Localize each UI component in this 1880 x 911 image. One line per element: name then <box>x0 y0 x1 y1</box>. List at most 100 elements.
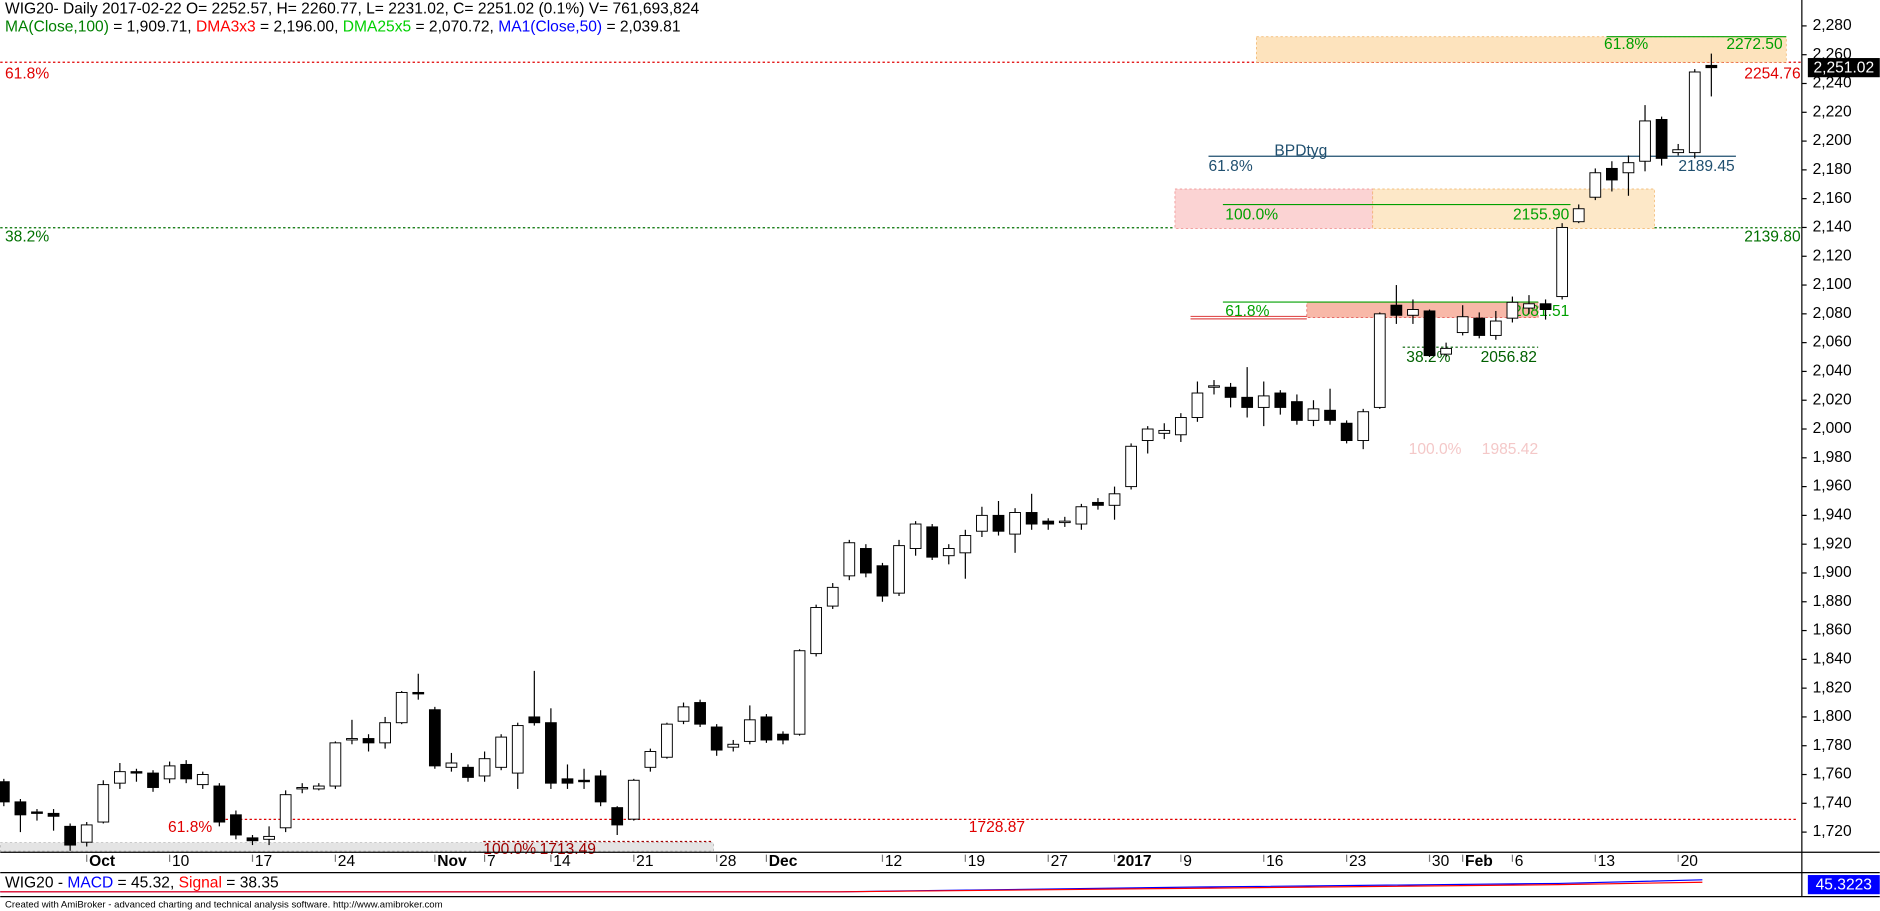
candle-body <box>495 736 508 768</box>
candle-body <box>1191 392 1204 418</box>
candle-body <box>230 814 242 836</box>
candle-body <box>942 548 955 557</box>
x-tick-label: 6 <box>1515 853 1524 870</box>
candle-body <box>362 738 375 744</box>
x-tick-label: 2017 <box>1117 853 1152 870</box>
level-price: 2155.90 <box>1513 206 1570 223</box>
y-tick-label: 1,840 <box>1813 650 1852 667</box>
candle-body <box>528 716 541 724</box>
y-tick-label: 1,820 <box>1813 679 1852 696</box>
x-tick-label: 21 <box>636 853 653 870</box>
legend-segment: = 2,070.72, <box>411 19 498 36</box>
candle-body <box>1042 520 1055 525</box>
legend-segment: DMA25x5 <box>343 19 412 36</box>
candle-body <box>113 771 126 784</box>
level-label: 61.8% <box>1209 158 1253 175</box>
candle-body <box>1606 167 1618 181</box>
x-tick-label: Oct <box>89 853 115 870</box>
x-tick-label: 17 <box>255 853 272 870</box>
candle-body <box>263 835 275 840</box>
candle-body <box>1473 317 1486 336</box>
candle-body <box>1324 409 1336 421</box>
level-label: 100.0% <box>1409 441 1462 458</box>
candle-body <box>1224 386 1237 398</box>
candle-body <box>1489 320 1502 336</box>
candle-body <box>677 706 690 722</box>
x-tick-label: Nov <box>437 853 467 870</box>
candle-body <box>1672 149 1685 154</box>
x-tick-label: Dec <box>769 853 798 870</box>
candle-body <box>1572 208 1585 223</box>
candle-body <box>147 772 159 788</box>
legend-segment: WIG20 - <box>5 875 67 892</box>
candle-body <box>1440 347 1452 355</box>
candle-body <box>279 794 292 829</box>
candle-body <box>793 650 806 735</box>
candle-body <box>578 779 590 783</box>
y-tick-label: 2,140 <box>1813 219 1852 236</box>
y-tick-label: 2,000 <box>1813 420 1852 437</box>
candle-body <box>196 774 209 786</box>
x-tick-label: 12 <box>885 853 902 870</box>
candle-body <box>1407 309 1419 316</box>
candle-body <box>329 742 342 787</box>
macd-value-box <box>1807 875 1880 895</box>
candle-body <box>694 702 706 725</box>
candle-body <box>1423 310 1436 357</box>
candle-body <box>1307 408 1320 421</box>
y-tick-label: 1,960 <box>1813 478 1852 495</box>
candle-body <box>1092 501 1104 506</box>
level-label: 100.0% <box>1225 206 1278 223</box>
candle-body <box>1705 64 1718 69</box>
y-tick-label: 1,720 <box>1813 823 1852 840</box>
candle-body <box>1158 429 1171 434</box>
y-tick-label: 2,120 <box>1813 247 1852 264</box>
candle-body <box>826 586 839 607</box>
y-tick-label: 1,900 <box>1813 564 1852 581</box>
candle-body <box>1589 172 1602 198</box>
candle-body <box>1506 301 1519 319</box>
level-name: BPDtyg <box>1274 143 1327 160</box>
candle-body <box>926 526 939 558</box>
level-zone <box>1256 36 1787 63</box>
y-tick-label: 2,100 <box>1813 276 1852 293</box>
candle-body <box>959 535 972 554</box>
x-tick-label: 20 <box>1681 853 1699 870</box>
candle-body <box>611 807 624 826</box>
candle-body <box>909 523 922 549</box>
candle-body <box>1108 493 1121 506</box>
candle-body <box>1058 520 1071 524</box>
x-tick-label: 23 <box>1349 853 1366 870</box>
legend-segment: DMA3x3 <box>196 19 256 36</box>
y-tick-label: 2,180 <box>1813 161 1852 178</box>
candle-body <box>644 751 657 768</box>
footer: Created with AmiBroker - advanced charti… <box>5 900 443 911</box>
zone-band <box>0 842 714 852</box>
y-tick-label: 1,940 <box>1813 506 1852 523</box>
candle-body <box>876 565 889 597</box>
candle-body <box>511 725 524 774</box>
candle-body <box>163 765 176 780</box>
candle-body <box>296 787 309 790</box>
candle-body <box>627 779 640 820</box>
candle-body <box>1622 162 1635 174</box>
legend-segment: = 45.32, <box>113 875 178 892</box>
candle-body <box>312 785 325 790</box>
candle-body <box>97 784 110 823</box>
candle-body <box>1688 71 1701 154</box>
candle-body <box>727 743 740 748</box>
legend-segment: = 1,909.71, <box>109 19 196 36</box>
level-price: 1728.87 <box>969 819 1025 836</box>
candle-body <box>893 545 905 594</box>
x-tick-label: 13 <box>1598 853 1615 870</box>
candle-body <box>1390 304 1403 316</box>
y-tick-label: 2,220 <box>1813 103 1852 120</box>
candle-body <box>710 726 723 751</box>
candle-body <box>14 801 27 816</box>
candle-body <box>395 691 408 724</box>
y-tick-label: 1,780 <box>1813 737 1852 754</box>
indicator-legend: MA(Close,100) = 1,909.71, DMA3x3 = 2,196… <box>5 19 681 36</box>
level-price: 2254.76 <box>1744 65 1800 82</box>
